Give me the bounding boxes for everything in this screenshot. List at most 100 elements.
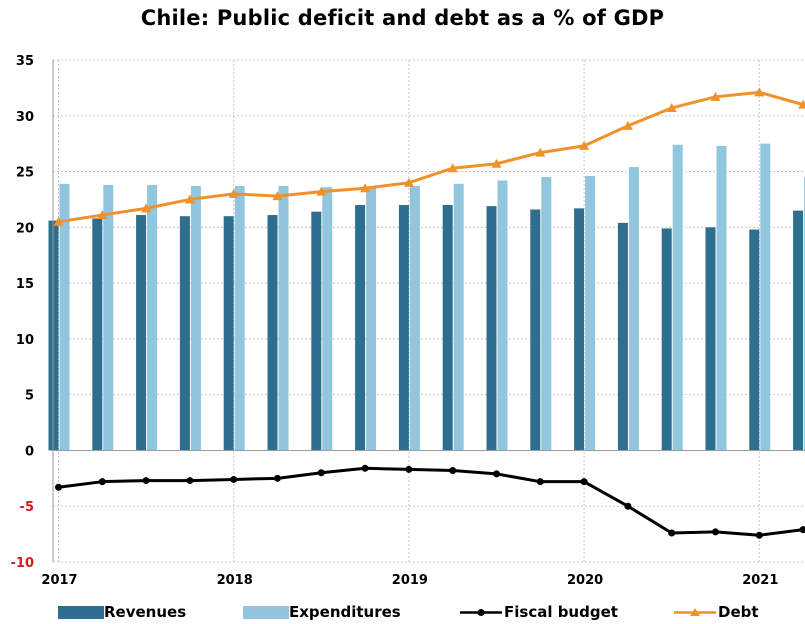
point-debt [316, 186, 327, 196]
bar-expenditures [103, 184, 114, 451]
bar-expenditures [672, 144, 683, 451]
point-debt [272, 191, 283, 201]
bar-revenues [442, 205, 453, 451]
bar-expenditures [366, 187, 377, 451]
point-fiscal-budget [274, 474, 281, 482]
x-tick-label: 2019 [392, 573, 428, 588]
legend: Revenues Expenditures Fiscal budget Debt [0, 600, 805, 624]
bar-revenues [355, 205, 366, 451]
bar-revenues [574, 208, 585, 451]
bar-expenditures [585, 176, 596, 451]
point-debt [53, 216, 64, 226]
grid-layer [53, 59, 805, 563]
y-tick-label: 10 [16, 333, 34, 348]
point-debt [228, 188, 239, 198]
chart-area: 35 30 25 20 15 10 5 0 -5 -10 2017 2018 2019 2020 2021 [11, 54, 805, 588]
bar-expenditures [147, 184, 158, 451]
point-fiscal-budget [55, 483, 62, 491]
legend-label: Revenues [104, 603, 187, 621]
line-debt [58, 90, 804, 224]
bar-expenditures [628, 167, 639, 451]
bar-expenditures [234, 186, 245, 451]
point-fiscal-budget [142, 477, 150, 485]
x-tick-label: 2021 [742, 573, 778, 588]
point-fiscal-budget [317, 469, 325, 477]
point-fiscal-budget [668, 529, 676, 537]
chart-title: Chile: Public deficit and debt as a % of… [140, 6, 665, 30]
point-debt [141, 203, 152, 213]
point-fiscal-budget [624, 502, 632, 510]
point-fiscal-budget [755, 531, 763, 539]
legend-item-fiscal-budget: Fiscal budget [458, 600, 618, 624]
lines-layer [53, 87, 805, 539]
y-tick-label: 30 [16, 110, 34, 125]
point-debt [666, 102, 677, 112]
debt-line-icon [674, 607, 716, 616]
x-tick-label: 2017 [41, 573, 77, 588]
legend-item-revenues: Revenues [58, 600, 186, 624]
bar-revenues [486, 206, 497, 451]
bar-expenditures [190, 186, 201, 451]
bar-revenues [661, 228, 672, 451]
y-tick-label: 25 [16, 166, 34, 181]
point-fiscal-budget [580, 478, 588, 486]
bar-expenditures [59, 183, 70, 451]
point-debt [447, 163, 458, 173]
expenditures-swatch-icon [243, 605, 289, 619]
point-fiscal-budget [98, 478, 106, 486]
point-debt [535, 147, 546, 157]
x-tick-label: 2020 [567, 573, 603, 588]
bar-revenues [311, 211, 322, 451]
bar-revenues [223, 216, 234, 451]
point-debt [754, 87, 765, 97]
bars-layer [48, 143, 805, 451]
point-fiscal-budget [536, 478, 544, 486]
fiscal-budget-line-icon [460, 608, 502, 616]
y-tick-label: -10 [11, 556, 35, 571]
bar-expenditures [409, 186, 420, 451]
legend-label: Debt [718, 603, 759, 621]
bar-expenditures [760, 143, 771, 451]
bar-revenues [179, 216, 190, 451]
point-fiscal-budget [186, 477, 194, 485]
point-fiscal-budget [449, 467, 457, 475]
y-tick-label: 0 [25, 444, 34, 459]
bar-revenues [793, 210, 804, 451]
point-fiscal-budget [493, 470, 500, 478]
bar-revenues [136, 215, 147, 451]
point-debt [403, 177, 414, 187]
bar-expenditures [453, 183, 464, 451]
y-tick-label: 15 [16, 277, 34, 292]
point-debt [360, 183, 371, 193]
point-fiscal-budget [230, 475, 238, 483]
y-tick-label: 5 [25, 389, 34, 404]
point-fiscal-budget [361, 464, 369, 472]
bar-revenues [398, 205, 409, 451]
y-tick-label: 35 [16, 54, 34, 69]
legend-item-expenditures: Expenditures [243, 600, 401, 624]
bar-revenues [530, 209, 541, 451]
legend-item-debt: Debt [672, 600, 759, 624]
legend-label: Expenditures [289, 603, 401, 621]
x-tick-label: 2018 [217, 573, 253, 588]
point-debt [579, 140, 590, 150]
bar-expenditures [322, 187, 333, 451]
point-debt [710, 91, 721, 101]
axis-layer: 35 30 25 20 15 10 5 0 -5 -10 2017 2018 2019 2020 2021 [11, 54, 805, 588]
y-tick-label: 20 [16, 221, 34, 236]
bar-expenditures [497, 180, 508, 451]
bar-expenditures [278, 186, 289, 451]
bar-expenditures [541, 177, 552, 451]
bar-revenues [267, 215, 278, 451]
legend-label: Fiscal budget [504, 603, 618, 621]
bar-revenues [705, 227, 716, 451]
point-fiscal-budget [799, 526, 805, 534]
bar-expenditures [716, 145, 727, 451]
point-fiscal-budget [712, 528, 719, 536]
point-debt [622, 120, 633, 130]
bar-revenues [749, 229, 760, 451]
point-debt [97, 210, 108, 220]
bar-revenues [617, 222, 628, 451]
bar-revenues [92, 218, 103, 451]
point-fiscal-budget [405, 465, 413, 473]
